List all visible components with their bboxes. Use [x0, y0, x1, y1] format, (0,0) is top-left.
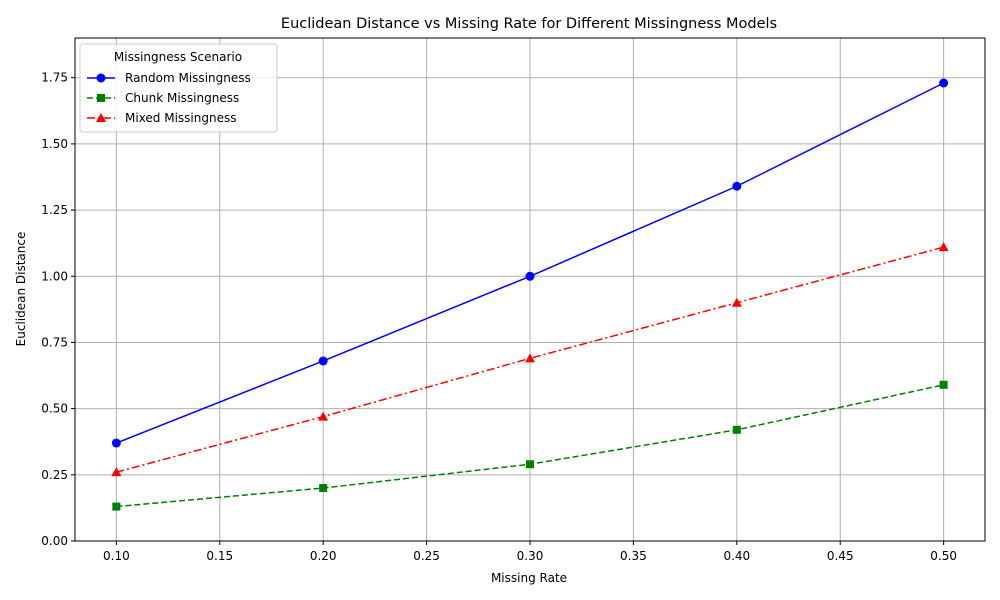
legend-item-random-missingness: Random Missingness	[87, 71, 251, 85]
legend-label: Random Missingness	[125, 71, 251, 85]
y-tick-label: 0.25	[41, 468, 68, 482]
series-random-missingness	[111, 78, 949, 448]
series-group	[111, 78, 949, 511]
data-point-mixed-missingness	[525, 353, 535, 363]
y-tick-label: 0.00	[41, 534, 68, 548]
legend-marker	[96, 73, 106, 83]
x-axis-ticks: 0.10 0.15 0.20 0.25 0.30 0.35 0.40 0.45 0.50	[103, 541, 957, 563]
legend-box	[79, 43, 278, 133]
x-tick-label: 0.45	[827, 549, 854, 563]
x-tick-label: 0.50	[930, 549, 957, 563]
data-point-chunk-missingness	[939, 380, 948, 389]
legend-item-mixed-missingness: Mixed Missingness	[87, 111, 236, 125]
x-tick-label: 0.20	[310, 549, 337, 563]
data-point-chunk-missingness	[112, 502, 121, 511]
data-point-random-missingness	[525, 271, 535, 281]
data-point-chunk-missingness	[732, 425, 741, 434]
x-tick-label: 0.30	[517, 549, 544, 563]
data-point-mixed-missingness	[938, 242, 949, 252]
legend-item-chunk-missingness: Chunk Missingness	[87, 91, 239, 105]
y-tick-label: 1.50	[41, 137, 68, 151]
y-tick-label: 0.75	[41, 335, 68, 349]
y-axis-ticks: 0.00 0.25 0.50 0.75 1.00 1.25 1.50 1.75	[41, 71, 75, 548]
legend-title: Missingness Scenario	[114, 50, 242, 64]
x-tick-label: 0.35	[620, 549, 647, 563]
x-tick-label: 0.25	[413, 549, 440, 563]
x-axis-label: Missing Rate	[491, 571, 567, 585]
data-point-mixed-missingness	[731, 297, 742, 307]
data-point-chunk-missingness	[319, 484, 328, 493]
series-chunk-missingness	[112, 380, 948, 511]
x-tick-label: 0.40	[723, 549, 750, 563]
legend-label: Mixed Missingness	[125, 111, 236, 125]
data-point-random-missingness	[939, 78, 949, 88]
series-mixed-missingness	[111, 242, 949, 477]
chart-title: Euclidean Distance vs Missing Rate for D…	[281, 16, 777, 32]
x-tick-label: 0.10	[103, 549, 130, 563]
data-point-mixed-missingness	[318, 411, 329, 421]
data-point-random-missingness	[111, 438, 121, 448]
y-tick-label: 1.75	[41, 71, 68, 85]
y-axis-label: Euclidean Distance	[14, 232, 28, 347]
plot-area	[74, 37, 986, 542]
legend-label: Chunk Missingness	[125, 91, 239, 105]
y-tick-label: 1.00	[41, 269, 68, 283]
legend-marker	[97, 94, 105, 102]
legend-marker	[96, 113, 106, 122]
x-tick-label: 0.15	[206, 549, 233, 563]
data-point-random-missingness	[318, 356, 328, 366]
y-tick-label: 1.25	[41, 203, 68, 217]
data-point-mixed-missingness	[111, 467, 122, 477]
legend: Missingness Scenario Random Missingness C…	[79, 43, 278, 133]
data-point-chunk-missingness	[526, 460, 534, 469]
y-tick-label: 0.50	[41, 402, 68, 416]
data-point-random-missingness	[732, 181, 742, 191]
